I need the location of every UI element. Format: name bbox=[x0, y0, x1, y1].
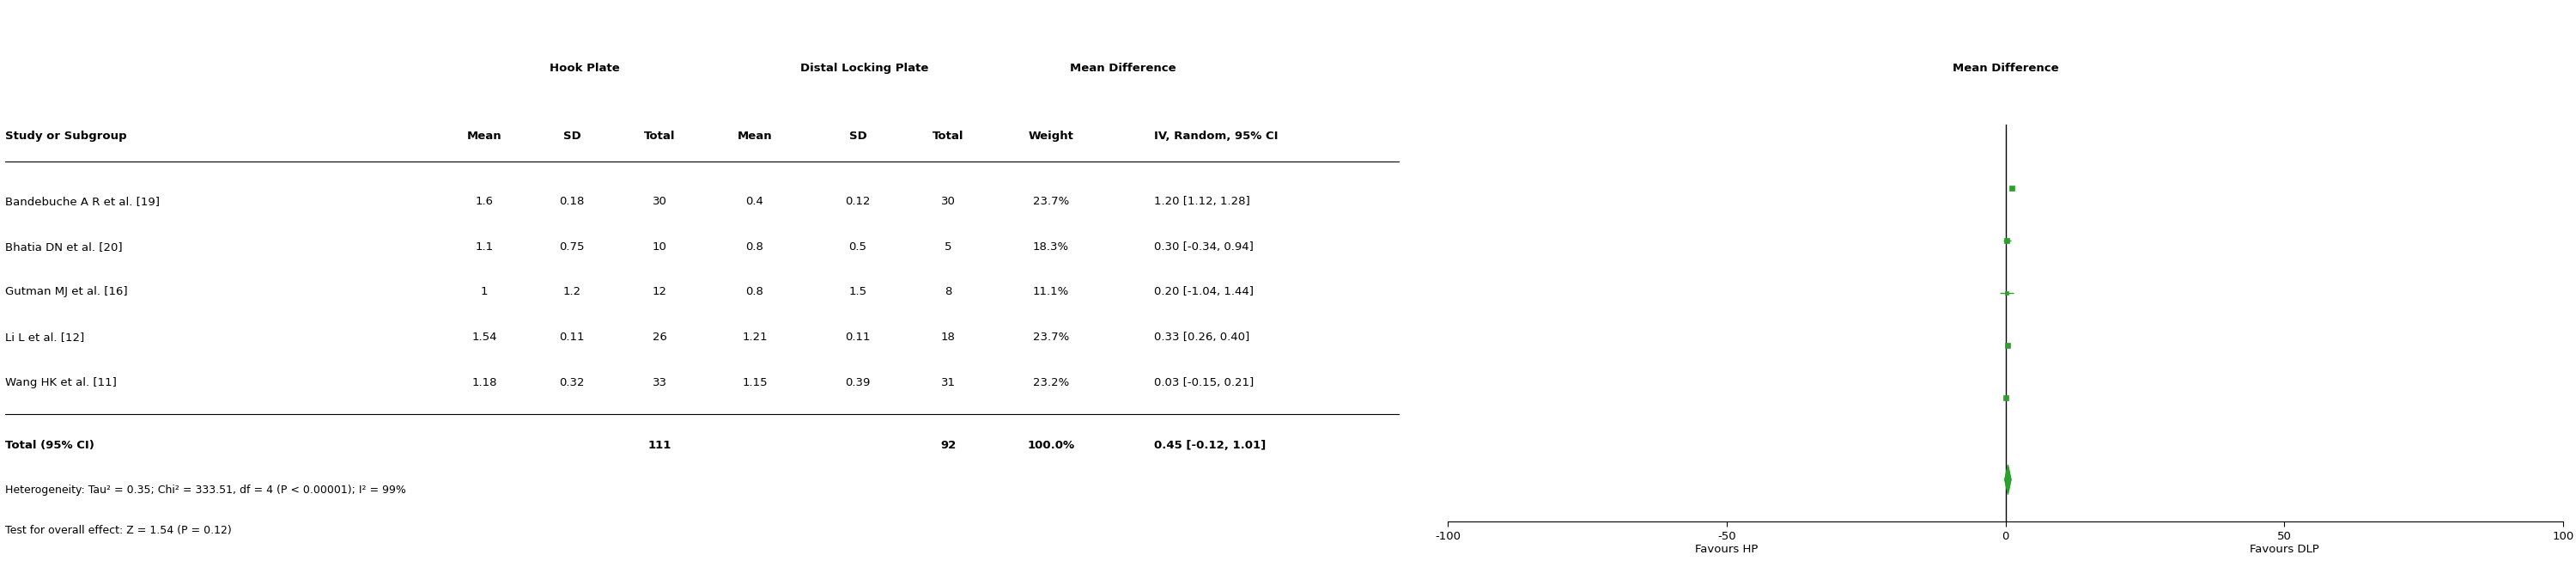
Text: 0.8: 0.8 bbox=[747, 241, 762, 252]
Text: 30: 30 bbox=[652, 196, 667, 207]
Text: Weight: Weight bbox=[1028, 130, 1074, 142]
Text: Mean Difference: Mean Difference bbox=[1953, 62, 2058, 74]
Text: 0.03 [-0.15, 0.21]: 0.03 [-0.15, 0.21] bbox=[1154, 377, 1255, 388]
Text: 111: 111 bbox=[647, 439, 672, 451]
Text: Heterogeneity: Tau² = 0.35; Chi² = 333.51, df = 4 (P < 0.00001); I² = 99%: Heterogeneity: Tau² = 0.35; Chi² = 333.5… bbox=[5, 485, 407, 496]
Text: 1: 1 bbox=[482, 286, 487, 298]
Text: 0.12: 0.12 bbox=[845, 196, 871, 207]
Text: 0.20 [-1.04, 1.44]: 0.20 [-1.04, 1.44] bbox=[1154, 286, 1255, 298]
Text: 0.30 [-0.34, 0.94]: 0.30 [-0.34, 0.94] bbox=[1154, 241, 1255, 252]
Text: 1.15: 1.15 bbox=[742, 377, 768, 388]
Text: 1.18: 1.18 bbox=[471, 377, 497, 388]
Text: Test for overall effect: Z = 1.54 (P = 0.12): Test for overall effect: Z = 1.54 (P = 0… bbox=[5, 524, 232, 536]
Text: 30: 30 bbox=[940, 196, 956, 207]
Text: 1.21: 1.21 bbox=[742, 332, 768, 343]
Text: SD: SD bbox=[564, 130, 580, 142]
Text: 8: 8 bbox=[945, 286, 951, 298]
Text: 1.5: 1.5 bbox=[848, 286, 868, 298]
Text: 23.7%: 23.7% bbox=[1033, 196, 1069, 207]
Text: 0.18: 0.18 bbox=[559, 196, 585, 207]
Text: SD: SD bbox=[850, 130, 866, 142]
Text: Distal Locking Plate: Distal Locking Plate bbox=[801, 62, 927, 74]
Text: Study or Subgroup: Study or Subgroup bbox=[5, 130, 126, 142]
Text: 100.0%: 100.0% bbox=[1028, 439, 1074, 451]
Text: 1.2: 1.2 bbox=[562, 286, 582, 298]
Text: 18: 18 bbox=[940, 332, 956, 343]
Polygon shape bbox=[2004, 465, 2012, 494]
Text: 0.45 [-0.12, 1.01]: 0.45 [-0.12, 1.01] bbox=[1154, 439, 1265, 451]
Text: 23.2%: 23.2% bbox=[1033, 377, 1069, 388]
Text: Favours DLP: Favours DLP bbox=[2249, 544, 2318, 555]
Text: IV, Random, 95% CI: IV, Random, 95% CI bbox=[1154, 130, 1278, 142]
Text: 31: 31 bbox=[940, 377, 956, 388]
Text: 11.1%: 11.1% bbox=[1033, 286, 1069, 298]
Text: 5: 5 bbox=[945, 241, 951, 252]
Text: 0.11: 0.11 bbox=[559, 332, 585, 343]
Text: 92: 92 bbox=[940, 439, 956, 451]
Text: 18.3%: 18.3% bbox=[1033, 241, 1069, 252]
Text: 23.7%: 23.7% bbox=[1033, 332, 1069, 343]
Text: Total: Total bbox=[644, 130, 675, 142]
Text: IV, Random, 95% CI: IV, Random, 95% CI bbox=[1942, 130, 2069, 142]
Text: Total (95% CI): Total (95% CI) bbox=[5, 439, 95, 451]
Text: Wang HK et al. [11]: Wang HK et al. [11] bbox=[5, 377, 116, 388]
Text: Li L et al. [12]: Li L et al. [12] bbox=[5, 332, 85, 343]
Text: 0.39: 0.39 bbox=[845, 377, 871, 388]
Text: 0.4: 0.4 bbox=[747, 196, 762, 207]
Text: 26: 26 bbox=[652, 332, 667, 343]
Text: 0.32: 0.32 bbox=[559, 377, 585, 388]
Text: 0.75: 0.75 bbox=[559, 241, 585, 252]
Text: Favours HP: Favours HP bbox=[1695, 544, 1757, 555]
Text: Mean: Mean bbox=[737, 130, 773, 142]
Text: 0.8: 0.8 bbox=[747, 286, 762, 298]
Text: 12: 12 bbox=[652, 286, 667, 298]
Text: 1.20 [1.12, 1.28]: 1.20 [1.12, 1.28] bbox=[1154, 196, 1249, 207]
Text: Total: Total bbox=[933, 130, 963, 142]
Text: 1.6: 1.6 bbox=[474, 196, 495, 207]
Text: Mean Difference: Mean Difference bbox=[1069, 62, 1177, 74]
Text: 10: 10 bbox=[652, 241, 667, 252]
Text: 1.54: 1.54 bbox=[471, 332, 497, 343]
Text: Hook Plate: Hook Plate bbox=[549, 62, 621, 74]
Text: Bhatia DN et al. [20]: Bhatia DN et al. [20] bbox=[5, 241, 124, 252]
Text: 0.5: 0.5 bbox=[850, 241, 866, 252]
Text: 0.33 [0.26, 0.40]: 0.33 [0.26, 0.40] bbox=[1154, 332, 1249, 343]
Text: 1.1: 1.1 bbox=[474, 241, 495, 252]
Text: 0.11: 0.11 bbox=[845, 332, 871, 343]
Text: 33: 33 bbox=[652, 377, 667, 388]
Text: Gutman MJ et al. [16]: Gutman MJ et al. [16] bbox=[5, 286, 129, 298]
Text: Mean: Mean bbox=[466, 130, 502, 142]
Text: Bandebuche A R et al. [19]: Bandebuche A R et al. [19] bbox=[5, 196, 160, 207]
